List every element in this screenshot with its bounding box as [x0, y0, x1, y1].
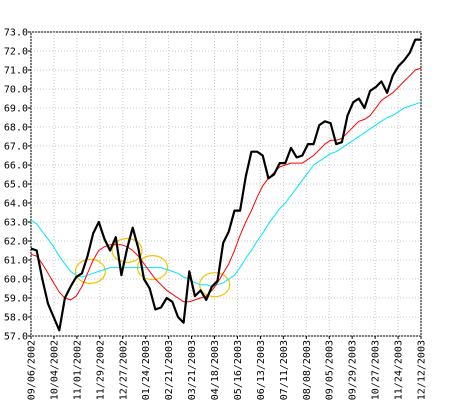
- x-tick-label: 11/01/2002: [72, 340, 83, 400]
- highlight-circle: [74, 258, 106, 284]
- y-tick-label: 64.0: [4, 199, 28, 210]
- y-tick-label: 62.0: [4, 237, 28, 248]
- y-tick-label: 68.0: [4, 123, 28, 134]
- y-tick-label: 63.0: [4, 218, 28, 229]
- y-tick-label: 59.0: [4, 294, 28, 305]
- x-tick-label: 04/18/2003: [210, 340, 221, 400]
- y-tick-label: 57.0: [4, 332, 28, 343]
- x-tick-label: 02/21/2003: [164, 340, 175, 400]
- x-tick-label: 12/27/2002: [118, 340, 129, 400]
- y-tick-label: 72.0: [4, 47, 28, 58]
- y-tick-label: 70.0: [4, 85, 28, 96]
- y-tick-label: 61.0: [4, 256, 28, 267]
- y-tick-label: 71.0: [4, 66, 28, 77]
- y-tick-label: 73.0: [4, 28, 28, 39]
- x-tick-label: 11/29/2002: [95, 340, 106, 400]
- y-tick-label: 69.0: [4, 104, 28, 115]
- slow-average-line: [30, 101, 422, 288]
- x-tick-label: 08/08/2003: [302, 340, 313, 400]
- x-tick-label: 07/11/2003: [279, 340, 290, 400]
- x-tick-label: 09/29/2003: [348, 340, 359, 400]
- y-tick-label: 67.0: [4, 142, 28, 153]
- x-tick-label: 06/13/2003: [256, 340, 267, 400]
- x-tick-label: 10/04/2002: [49, 340, 60, 400]
- highlight-circles: [74, 237, 231, 298]
- fast-average-line: [30, 67, 422, 303]
- y-tick-label: 65.0: [4, 180, 28, 191]
- x-tick-label: 01/24/2003: [141, 340, 152, 400]
- x-tick-label: 05/16/2003: [233, 340, 244, 400]
- x-tick-label: 03/21/2003: [187, 340, 198, 400]
- x-tick-label: 09/05/2003: [325, 340, 336, 400]
- highlight-circle: [111, 237, 143, 264]
- price-line: [30, 38, 421, 332]
- x-tick-label: 10/27/2003: [371, 340, 382, 400]
- y-tick-label: 58.0: [4, 313, 28, 324]
- series-lines: [30, 38, 422, 332]
- x-tick-label: 11/24/2003: [394, 340, 405, 400]
- gridlines: [30, 31, 422, 337]
- x-tick-label: 09/06/2002: [27, 340, 38, 400]
- x-tick-label: 12/12/2003: [417, 340, 428, 400]
- y-axis-ticks: 57.0 58.0 59.0 60.0 61.0 62.0 63.0 64.0 65.0 66.0…: [4, 28, 31, 343]
- x-axis-ticks: 09/06/2002 10/04/2002 11/01/2002 11/29/2002…: [27, 336, 428, 400]
- y-tick-label: 60.0: [4, 275, 28, 286]
- y-tick-label: 66.0: [4, 161, 28, 172]
